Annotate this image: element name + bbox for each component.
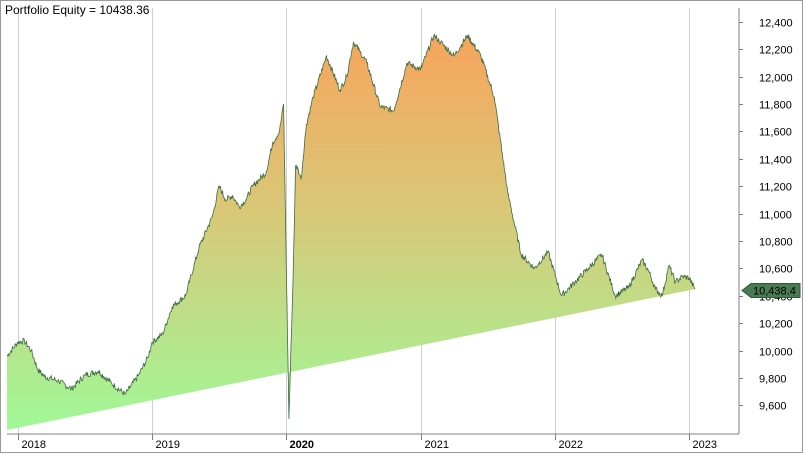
x-tick-label: 2022 bbox=[559, 439, 583, 451]
y-tick-label: 9,800 bbox=[759, 374, 787, 386]
x-tick-label: 2023 bbox=[693, 439, 717, 451]
y-tick-label: 10,800 bbox=[759, 237, 793, 249]
x-tick-label: 2018 bbox=[22, 439, 46, 451]
equity-area bbox=[7, 34, 696, 431]
y-tick-label: 10,600 bbox=[759, 264, 793, 276]
y-axis: 9,6009,80010,00010,20010,40010,60010,800… bbox=[739, 18, 793, 413]
last-value-badge: 10,438.4 bbox=[741, 283, 801, 298]
y-tick-label: 11,400 bbox=[759, 155, 792, 167]
y-tick-label: 11,000 bbox=[759, 210, 792, 222]
y-tick-label: 12,200 bbox=[759, 45, 793, 57]
y-tick-label: 11,800 bbox=[759, 100, 792, 112]
y-tick-label: 10,200 bbox=[759, 319, 793, 331]
y-tick-label: 10,000 bbox=[759, 347, 793, 359]
equity-line bbox=[6, 33, 696, 420]
x-tick-label: 2021 bbox=[425, 439, 449, 451]
x-tick-label: 2020 bbox=[290, 439, 314, 451]
chart-title: Portfolio Equity = 10438.36 bbox=[5, 3, 150, 17]
y-tick-label: 9,600 bbox=[759, 401, 787, 413]
y-tick-label: 11,600 bbox=[759, 127, 792, 139]
x-tick-label: 2019 bbox=[156, 439, 180, 451]
last-value-label: 10,438.4 bbox=[753, 286, 796, 298]
y-tick-label: 12,000 bbox=[759, 73, 793, 85]
y-tick-label: 11,200 bbox=[759, 182, 792, 194]
area-layer bbox=[6, 33, 696, 431]
y-tick-label: 12,400 bbox=[759, 18, 793, 30]
x-axis: 2018 2019 2020 2021 2022 2023 bbox=[18, 434, 717, 451]
